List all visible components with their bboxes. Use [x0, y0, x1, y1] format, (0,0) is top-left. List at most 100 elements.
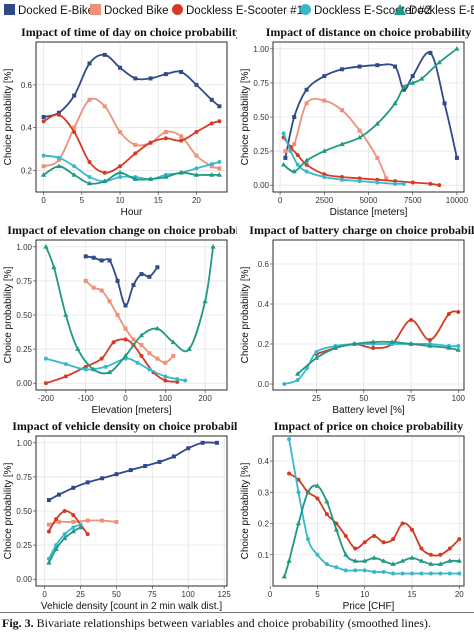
- legend-item: Dockless E-Scooter #1: [172, 4, 303, 18]
- data-point-square: [322, 98, 327, 103]
- panel-distance: 0 2500 5000 7500 10000 0.00 0.25 0.50 0.75 1.00 Im…: [237, 24, 474, 218]
- series-line: [284, 97, 388, 179]
- data-point-square: [214, 440, 219, 445]
- panel-vehicle-density: 0 25 50 75 100 125 0.00 0.25 0.50 0.75 1.00 Impact …: [0, 418, 237, 612]
- data-point-square: [139, 343, 144, 347]
- data-point-square: [123, 303, 128, 308]
- data-point-circle: [41, 119, 46, 124]
- data-point-triangle: [437, 561, 443, 566]
- data-point-square: [133, 142, 138, 147]
- data-point-circle: [353, 568, 358, 573]
- data-point-square: [401, 87, 406, 92]
- data-point-square: [322, 74, 327, 79]
- plot-frame: [35, 239, 228, 391]
- x-axis-label: Elevation [meters]: [91, 405, 171, 416]
- data-point-circle: [183, 378, 188, 383]
- data-point-square: [41, 115, 46, 119]
- data-point-square: [56, 492, 61, 497]
- data-point-circle: [447, 546, 452, 551]
- data-point-square: [194, 82, 199, 87]
- data-point-circle: [118, 175, 123, 179]
- data-point-triangle: [70, 528, 76, 534]
- data-point-square: [115, 313, 120, 317]
- data-point-square: [393, 64, 398, 69]
- x-tick-label: 100: [182, 590, 196, 599]
- data-point-square: [410, 74, 415, 79]
- x-tick-label: 10000: [446, 196, 469, 205]
- x-tick-label: -200: [38, 394, 55, 403]
- data-point-square: [147, 274, 152, 279]
- caption-label: Fig. 3.: [2, 616, 34, 630]
- x-axis-label: Price [CHF]: [343, 601, 395, 612]
- data-point-square: [85, 518, 90, 523]
- data-point-square: [163, 72, 168, 77]
- data-point-circle: [322, 175, 327, 179]
- x-tick-label: 0: [123, 394, 128, 403]
- data-point-triangle: [314, 483, 320, 488]
- data-point-triangle: [370, 339, 376, 344]
- data-point-square: [304, 101, 309, 106]
- y-tick-label: 0.50: [16, 311, 32, 320]
- x-tick-label: 25: [312, 394, 321, 403]
- caption-divider: [0, 612, 474, 613]
- data-point-circle: [362, 568, 367, 573]
- data-point-triangle: [62, 535, 68, 541]
- data-point-triangle: [339, 141, 345, 147]
- x-tick-label: 10: [360, 590, 369, 599]
- data-point-triangle: [381, 558, 387, 563]
- data-point-circle: [438, 571, 443, 576]
- data-point-square: [147, 351, 152, 356]
- data-point-triangle: [418, 558, 425, 563]
- legend-swatch-triangle: [394, 4, 406, 15]
- data-point-triangle: [117, 169, 123, 175]
- data-point-triangle: [343, 551, 349, 557]
- legend-item: Docked Bike: [90, 4, 169, 18]
- data-point-triangle: [202, 298, 208, 304]
- y-tick-label: 0.75: [16, 277, 32, 286]
- data-point-circle: [372, 569, 377, 574]
- data-point-triangle: [281, 161, 287, 167]
- data-point-square: [102, 52, 107, 57]
- data-point-square: [131, 337, 136, 342]
- data-point-circle: [295, 162, 300, 167]
- data-point-triangle: [281, 573, 287, 579]
- data-point-circle: [401, 181, 406, 186]
- data-point-triangle: [132, 176, 138, 181]
- data-point-square: [71, 519, 76, 524]
- data-point-circle: [209, 121, 214, 126]
- series-line: [85, 255, 159, 307]
- panel-time-of-day: 0 5 10 15 20 0.2 0.4 0.6 Impact of time of day o…: [0, 24, 237, 218]
- legend-swatch-square: [90, 4, 101, 15]
- data-point-square: [85, 480, 90, 485]
- chart-elevation: -200 -100 0 100 200 0.00 0.25 0.50 0.75 1.00 Impac…: [3, 223, 237, 416]
- data-point-triangle: [428, 561, 434, 566]
- data-point-circle: [304, 162, 309, 167]
- data-point-square: [72, 93, 77, 98]
- data-point-square: [133, 76, 138, 81]
- data-point-circle: [56, 155, 61, 160]
- chart-title: Impact of vehicle density on choice prob…: [12, 419, 237, 433]
- y-tick-label: 0.75: [16, 473, 32, 482]
- data-point-square: [139, 272, 144, 277]
- y-tick-label: 0.2: [21, 167, 33, 176]
- data-point-circle: [163, 136, 168, 141]
- data-point-circle: [304, 169, 309, 174]
- chart-title: Impact of elevation change on choice pro…: [7, 223, 237, 237]
- x-axis-label: Distance [meters]: [330, 207, 408, 218]
- data-point-square: [454, 155, 459, 160]
- data-point-triangle: [216, 172, 222, 177]
- data-point-circle: [288, 149, 293, 154]
- data-point-circle: [295, 153, 300, 158]
- data-point-circle: [447, 571, 452, 576]
- data-point-square: [91, 285, 96, 290]
- data-point-square: [163, 130, 168, 134]
- data-point-square: [143, 464, 148, 468]
- x-tick-label: 2500: [315, 196, 333, 205]
- chart-title: Impact of price on choice probability: [274, 419, 463, 433]
- y-tick-label: 1.00: [16, 243, 32, 252]
- data-point-square: [292, 115, 297, 119]
- data-point-square: [56, 110, 61, 115]
- y-tick-label: 0.00: [253, 181, 269, 190]
- data-point-triangle: [77, 524, 84, 530]
- x-tick-label: 5000: [360, 196, 378, 205]
